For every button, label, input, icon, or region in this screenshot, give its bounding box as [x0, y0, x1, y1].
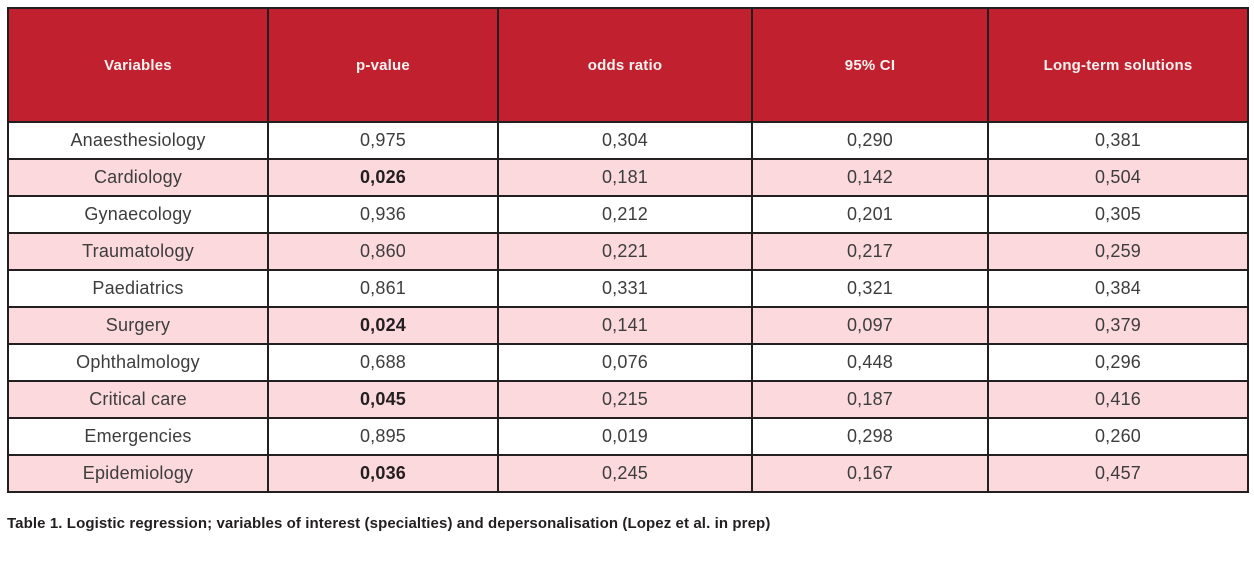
cell-variable: Paediatrics — [7, 269, 269, 308]
table-row: Traumatology 0,860 0,221 0,217 0,259 — [7, 232, 1249, 271]
cell-95-ci: 0,298 — [751, 417, 989, 456]
page: Variables p-value odds ratio 95% CI Long… — [7, 7, 1249, 532]
cell-long-term-solutions: 0,305 — [987, 195, 1249, 234]
cell-p-value: 0,936 — [267, 195, 499, 234]
cell-long-term-solutions: 0,504 — [987, 158, 1249, 197]
cell-odds-ratio: 0,221 — [497, 232, 753, 271]
cell-p-value: 0,688 — [267, 343, 499, 382]
cell-variable: Epidemiology — [7, 454, 269, 493]
column-header-long-term-solutions: Long-term solutions — [987, 7, 1249, 123]
column-header-95-ci: 95% CI — [751, 7, 989, 123]
cell-variable: Ophthalmology — [7, 343, 269, 382]
table-row: Paediatrics 0,861 0,331 0,321 0,384 — [7, 269, 1249, 308]
table-row: Critical care 0,045 0,215 0,187 0,416 — [7, 380, 1249, 419]
cell-odds-ratio: 0,181 — [497, 158, 753, 197]
cell-long-term-solutions: 0,259 — [987, 232, 1249, 271]
cell-long-term-solutions: 0,260 — [987, 417, 1249, 456]
cell-variable: Cardiology — [7, 158, 269, 197]
cell-p-value: 0,036 — [267, 454, 499, 493]
cell-odds-ratio: 0,076 — [497, 343, 753, 382]
cell-variable: Gynaecology — [7, 195, 269, 234]
table-row: Cardiology 0,026 0,181 0,142 0,504 — [7, 158, 1249, 197]
table-row: Emergencies 0,895 0,019 0,298 0,260 — [7, 417, 1249, 456]
cell-long-term-solutions: 0,457 — [987, 454, 1249, 493]
cell-95-ci: 0,187 — [751, 380, 989, 419]
cell-p-value: 0,026 — [267, 158, 499, 197]
cell-95-ci: 0,142 — [751, 158, 989, 197]
cell-long-term-solutions: 0,379 — [987, 306, 1249, 345]
cell-p-value: 0,024 — [267, 306, 499, 345]
cell-variable: Traumatology — [7, 232, 269, 271]
cell-p-value: 0,861 — [267, 269, 499, 308]
cell-variable: Emergencies — [7, 417, 269, 456]
table-body: Anaesthesiology 0,975 0,304 0,290 0,381 Cardi… — [7, 121, 1249, 493]
cell-variable: Critical care — [7, 380, 269, 419]
cell-odds-ratio: 0,141 — [497, 306, 753, 345]
cell-odds-ratio: 0,304 — [497, 121, 753, 160]
table-row: Epidemiology 0,036 0,245 0,167 0,457 — [7, 454, 1249, 493]
cell-p-value: 0,975 — [267, 121, 499, 160]
table-row: Anaesthesiology 0,975 0,304 0,290 0,381 — [7, 121, 1249, 160]
table-row: Ophthalmology 0,688 0,076 0,448 0,296 — [7, 343, 1249, 382]
cell-95-ci: 0,097 — [751, 306, 989, 345]
cell-95-ci: 0,167 — [751, 454, 989, 493]
header-row: Variables p-value odds ratio 95% CI Long… — [7, 7, 1249, 123]
cell-95-ci: 0,290 — [751, 121, 989, 160]
cell-p-value: 0,045 — [267, 380, 499, 419]
table-row: Gynaecology 0,936 0,212 0,201 0,305 — [7, 195, 1249, 234]
cell-95-ci: 0,217 — [751, 232, 989, 271]
cell-p-value: 0,860 — [267, 232, 499, 271]
table-row: Surgery 0,024 0,141 0,097 0,379 — [7, 306, 1249, 345]
column-header-p-value: p-value — [267, 7, 499, 123]
cell-p-value: 0,895 — [267, 417, 499, 456]
cell-odds-ratio: 0,019 — [497, 417, 753, 456]
cell-odds-ratio: 0,215 — [497, 380, 753, 419]
cell-95-ci: 0,321 — [751, 269, 989, 308]
cell-variable: Surgery — [7, 306, 269, 345]
cell-95-ci: 0,448 — [751, 343, 989, 382]
cell-long-term-solutions: 0,384 — [987, 269, 1249, 308]
cell-long-term-solutions: 0,381 — [987, 121, 1249, 160]
cell-odds-ratio: 0,331 — [497, 269, 753, 308]
table-caption: Table 1. Logistic regression; variables … — [7, 515, 771, 532]
logistic-regression-table: Variables p-value odds ratio 95% CI Long… — [7, 7, 1249, 493]
cell-long-term-solutions: 0,296 — [987, 343, 1249, 382]
cell-95-ci: 0,201 — [751, 195, 989, 234]
column-header-variables: Variables — [7, 7, 269, 123]
cell-odds-ratio: 0,245 — [497, 454, 753, 493]
column-header-odds-ratio: odds ratio — [497, 7, 753, 123]
cell-odds-ratio: 0,212 — [497, 195, 753, 234]
cell-variable: Anaesthesiology — [7, 121, 269, 160]
cell-long-term-solutions: 0,416 — [987, 380, 1249, 419]
